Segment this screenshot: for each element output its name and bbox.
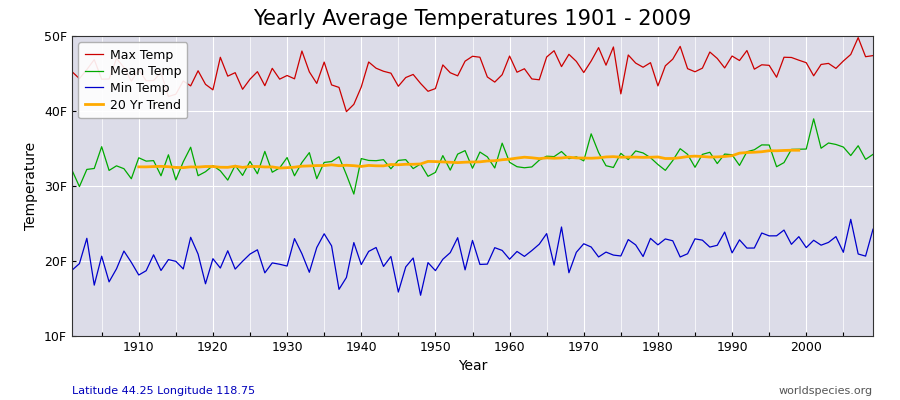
Min Temp <box>511 249 522 254</box>
Min Temp <box>845 217 856 222</box>
Text: worldspecies.org: worldspecies.org <box>778 386 873 396</box>
Max Temp <box>126 79 137 84</box>
Line: Mean Temp: Mean Temp <box>72 119 873 194</box>
Max Temp <box>334 85 345 90</box>
Mean Temp <box>808 116 819 121</box>
20 Yr Trend <box>274 166 285 170</box>
Mean Temp <box>600 163 611 168</box>
Max Temp <box>868 53 878 58</box>
Min Temp <box>504 257 515 262</box>
Mean Temp <box>868 152 878 157</box>
Mean Temp <box>511 164 522 169</box>
Min Temp <box>600 250 611 254</box>
Max Temp <box>67 69 77 74</box>
Mean Temp <box>334 154 345 159</box>
Max Temp <box>853 35 864 40</box>
Mean Temp <box>126 176 137 181</box>
Mean Temp <box>67 168 77 172</box>
Legend: Max Temp, Mean Temp, Min Temp, 20 Yr Trend: Max Temp, Mean Temp, Min Temp, 20 Yr Tre… <box>78 42 187 118</box>
20 Yr Trend <box>222 165 233 170</box>
Title: Yearly Average Temperatures 1901 - 2009: Yearly Average Temperatures 1901 - 2009 <box>253 9 692 29</box>
Y-axis label: Temperature: Temperature <box>24 142 39 230</box>
Line: Min Temp: Min Temp <box>72 219 873 295</box>
Min Temp <box>126 260 137 265</box>
Min Temp <box>289 236 300 241</box>
Max Temp <box>600 63 611 68</box>
Max Temp <box>341 109 352 114</box>
Text: Latitude 44.25 Longitude 118.75: Latitude 44.25 Longitude 118.75 <box>72 386 255 396</box>
Line: 20 Yr Trend: 20 Yr Trend <box>139 150 799 168</box>
Min Temp <box>415 293 426 298</box>
20 Yr Trend <box>705 155 716 160</box>
Max Temp <box>289 76 300 81</box>
Min Temp <box>334 287 345 292</box>
Mean Temp <box>504 160 515 165</box>
X-axis label: Year: Year <box>458 360 487 374</box>
Max Temp <box>511 70 522 75</box>
Max Temp <box>504 54 515 58</box>
20 Yr Trend <box>794 148 805 153</box>
20 Yr Trend <box>689 154 700 158</box>
20 Yr Trend <box>771 148 782 153</box>
Mean Temp <box>289 173 300 178</box>
Line: Max Temp: Max Temp <box>72 38 873 112</box>
20 Yr Trend <box>341 163 352 168</box>
Min Temp <box>868 227 878 232</box>
Mean Temp <box>348 192 359 196</box>
20 Yr Trend <box>600 154 611 159</box>
20 Yr Trend <box>133 164 144 169</box>
Min Temp <box>67 268 77 273</box>
20 Yr Trend <box>786 148 796 153</box>
